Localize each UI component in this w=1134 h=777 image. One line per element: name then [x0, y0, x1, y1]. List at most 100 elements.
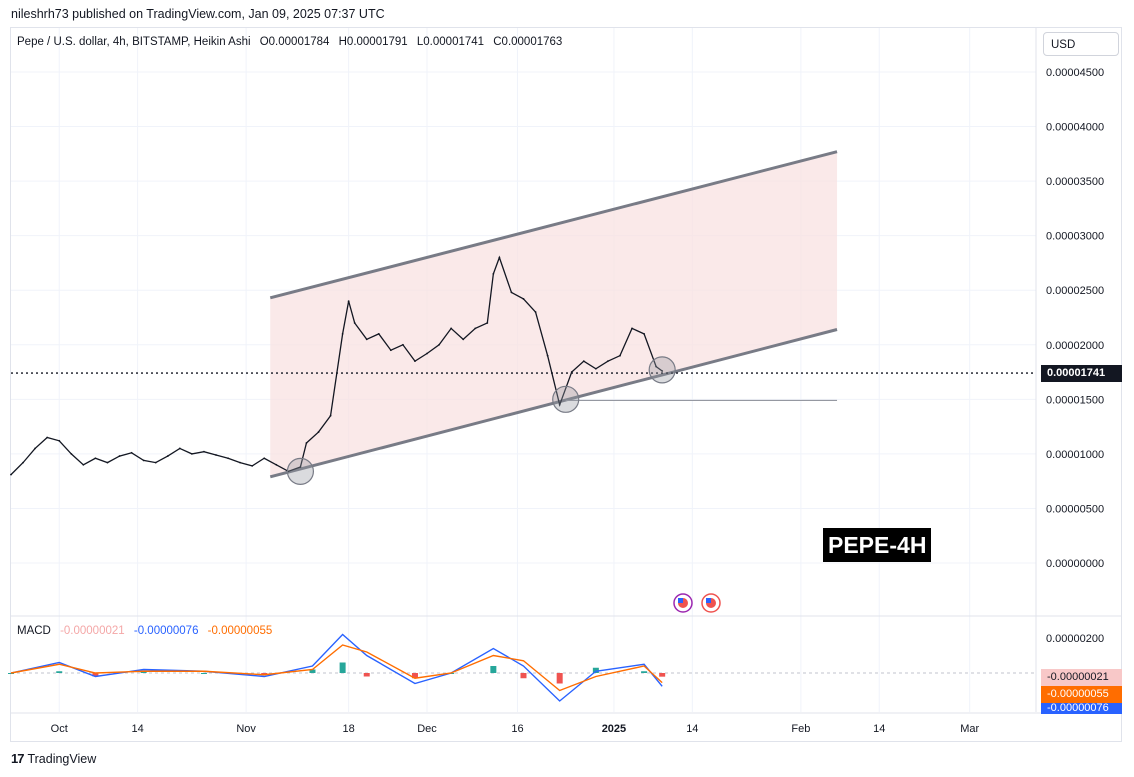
price-point: [70, 452, 73, 455]
price-tick-label: 0.00001500: [1046, 394, 1104, 406]
price-point: [438, 343, 440, 346]
macd-histogram-bar: [92, 673, 99, 677]
macd-line-value: -0.00000076: [133, 625, 199, 637]
macd-histogram-bar: [556, 673, 563, 684]
price-point: [389, 349, 392, 352]
ohlc-open: O0.00001784: [259, 36, 330, 48]
time-tick-label: Mar: [960, 723, 979, 735]
price-tick-label: 0.00000000: [1046, 558, 1104, 570]
channel-fill: [270, 151, 838, 477]
price-point: [594, 367, 597, 370]
flag-icon-canton: [678, 598, 683, 603]
time-tick-label: 2025: [602, 723, 626, 735]
time-tick-label: Nov: [236, 723, 256, 735]
time-tick-label: 14: [131, 723, 143, 735]
macd-histogram-bar: [411, 673, 418, 679]
price-tick-label: 0.00002000: [1046, 340, 1104, 352]
time-tick-label: 14: [686, 723, 698, 735]
price-point: [263, 457, 266, 460]
macd-title[interactable]: MACD: [17, 625, 51, 637]
macd-hist-tag: -0.00000021: [1041, 669, 1122, 686]
price-point: [305, 442, 308, 444]
macd-tick-label: 0.00000200: [1046, 633, 1104, 645]
macd-histogram-bar: [339, 662, 346, 673]
macd-legend: MACD -0.00000021 -0.00000076 -0.00000055: [17, 625, 278, 637]
price-point: [582, 360, 585, 363]
price-point: [227, 457, 229, 460]
price-point: [190, 452, 193, 455]
macd-histogram-bar: [56, 671, 63, 673]
tradingview-logo[interactable]: 17 TradingView: [11, 751, 96, 766]
price-point: [498, 256, 501, 259]
macd-histogram-bar: [309, 669, 316, 673]
price-point: [426, 352, 428, 355]
ohlc-high: H0.00001791: [338, 36, 408, 48]
price-point: [607, 360, 609, 363]
highlight-circle: [552, 385, 580, 413]
price-point: [365, 338, 368, 341]
macd-hist-value: -0.00000021: [60, 625, 125, 637]
macd-histogram-bar: [659, 673, 666, 677]
current-price-tag: 0.00001741: [1041, 365, 1122, 382]
price-point: [142, 459, 145, 462]
price-point: [275, 463, 278, 466]
macd-histogram-bar: [641, 671, 648, 673]
macd-signal-value: -0.00000055: [207, 625, 273, 637]
footer-brand: TradingView: [27, 751, 97, 766]
price-point: [534, 311, 537, 313]
price-point: [166, 455, 169, 457]
price-point: [522, 298, 525, 300]
tradingview-icon: 17: [11, 751, 25, 766]
highlight-circle: [286, 457, 315, 485]
symbol-name[interactable]: Pepe / U.S. dollar, 4h, BITSTAMP, Heikin…: [17, 36, 251, 48]
price-point: [10, 473, 12, 476]
price-tick-label: 0.00003000: [1046, 231, 1104, 243]
price-tick-label: 0.00003500: [1046, 176, 1104, 188]
price-point: [82, 463, 85, 466]
price-tick-label: 0.00000500: [1046, 503, 1104, 515]
macd-histogram-bar: [363, 673, 370, 677]
channel-upper-line: [269, 150, 838, 300]
price-point: [643, 332, 645, 335]
price-point: [631, 327, 633, 330]
price-point: [402, 343, 404, 346]
price-point: [329, 414, 332, 417]
time-tick-label: Feb: [791, 723, 810, 735]
price-point: [203, 450, 205, 453]
price-point: [450, 327, 453, 330]
price-point: [118, 455, 121, 457]
price-point: [215, 454, 217, 456]
price-point: [353, 322, 356, 324]
macd-histogram-bar: [592, 667, 599, 673]
price-point: [317, 431, 320, 433]
price-point: [414, 360, 416, 363]
price-point: [661, 370, 664, 372]
price-point: [655, 365, 658, 368]
publisher-header: nileshrh73 published on TradingView.com,…: [11, 7, 385, 21]
price-point: [251, 464, 254, 467]
price-point: [154, 461, 157, 464]
price-point: [22, 461, 24, 464]
price-point: [619, 354, 621, 357]
macd-line-tag: -0.00000076: [1041, 703, 1122, 714]
price-point: [462, 338, 465, 341]
macd-histogram-bar: [140, 671, 147, 673]
price-point: [46, 436, 49, 439]
time-tick-label: 14: [873, 723, 885, 735]
macd-histogram-bar: [520, 673, 527, 679]
macd-histogram-bar: [8, 673, 14, 674]
time-tick-label: 16: [511, 723, 523, 735]
ohlc-close: C0.00001763: [493, 36, 563, 48]
price-point: [347, 300, 350, 303]
price-point: [239, 461, 242, 464]
price-point: [510, 291, 513, 294]
price-point: [58, 439, 61, 442]
macd-signal-tag: -0.00000055: [1041, 686, 1122, 703]
currency-button[interactable]: USD: [1043, 32, 1119, 56]
event-flag-icon: [701, 593, 721, 613]
macd-line: [10, 633, 663, 702]
price-point: [299, 466, 302, 468]
time-tick-label: 18: [343, 723, 355, 735]
price-point: [492, 272, 495, 275]
